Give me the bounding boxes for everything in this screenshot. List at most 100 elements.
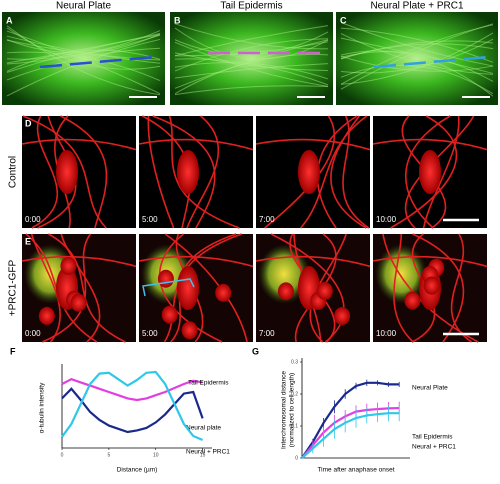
micrograph (22, 116, 136, 228)
cell-outline (372, 255, 488, 268)
cell-outline (390, 115, 458, 229)
fiber (174, 85, 329, 96)
y-axis-label: (normalized to cell length) (289, 373, 296, 447)
fiber (6, 25, 161, 96)
fiber (174, 25, 329, 57)
cell-outline (412, 233, 465, 343)
distance-marker (142, 278, 195, 297)
fiber (340, 32, 494, 85)
cell-outline (21, 138, 137, 151)
cell-outline (42, 233, 91, 343)
cell-outline (330, 115, 367, 229)
chromosomes (177, 150, 199, 194)
cell-outline (168, 115, 240, 229)
nucleus (423, 276, 440, 295)
cell-outline (152, 115, 216, 229)
fiber (340, 43, 494, 60)
row-label: Control (8, 156, 19, 188)
fiber (174, 39, 329, 89)
cell-outline (300, 115, 368, 229)
timestamp: 7:00 (259, 329, 275, 338)
series-line (61, 387, 204, 434)
x-tick-label: 5 (107, 452, 110, 458)
fiber (340, 27, 494, 63)
series-line (61, 378, 203, 402)
timestamp: 10:00 (376, 215, 397, 224)
timestamp: 0:00 (25, 329, 41, 338)
y-axis-label: α-tubulin intensity (39, 382, 46, 433)
chromosomes (177, 266, 199, 310)
cell-outline (147, 115, 175, 229)
spindle-marker (39, 55, 156, 69)
fiber (340, 50, 494, 97)
nucleus (70, 293, 87, 312)
legend-label: Neural plate (186, 425, 221, 432)
fiber (340, 24, 494, 85)
timestamp: 10:00 (376, 329, 397, 338)
fiber (6, 33, 161, 64)
legend-label: Neural + PRC1 (186, 449, 230, 456)
panel-letter: C (340, 15, 347, 25)
fiber (340, 55, 494, 72)
timestamp: 0:00 (25, 215, 41, 224)
cell-outline (158, 233, 223, 343)
nucleus (157, 269, 174, 288)
fiber (174, 53, 329, 95)
fiber (6, 47, 161, 81)
x-tick-label: 0 (61, 452, 64, 458)
fiber (340, 38, 494, 74)
series-line (301, 412, 400, 459)
cell-outline (422, 115, 460, 229)
timestamp: 7:00 (259, 215, 275, 224)
legend-label: Tail Epidermis (412, 434, 453, 441)
fiber (174, 63, 329, 79)
timestamp: 5:00 (142, 215, 158, 224)
cell-outline (264, 115, 335, 229)
fiber (174, 38, 329, 72)
nucleus (181, 321, 198, 340)
fiber (6, 35, 161, 64)
nucleus (38, 306, 55, 325)
cell-outline (48, 233, 126, 343)
fiber (174, 58, 329, 86)
cell-outline (404, 115, 451, 229)
cell-outline (255, 255, 371, 268)
fiber (174, 52, 329, 72)
panel-title: Neural Plate (56, 1, 111, 12)
cell-outline (21, 255, 137, 268)
cell-outline (393, 233, 414, 343)
chromosomes (298, 150, 320, 194)
y-tick-label: 0.3 (291, 359, 298, 365)
panel-letter: E (25, 236, 31, 246)
nucleus (60, 256, 77, 275)
nucleus (404, 291, 421, 310)
cell-outline (22, 115, 107, 229)
row-label: +PRC1-GFP (8, 259, 19, 316)
legend-label: Neural Plate (412, 385, 448, 392)
y-tick-label: 0.1 (291, 423, 298, 429)
panel-letter: B (174, 15, 181, 25)
nucleus (316, 281, 333, 300)
cell-outline (138, 255, 254, 268)
panel-title: Tail Epidermis (220, 1, 282, 12)
cell-outline (60, 115, 108, 229)
y-tick-label: 0 (295, 455, 298, 461)
legend-label: Tail Epidermis (188, 380, 229, 387)
series-line (61, 370, 204, 442)
fiber (6, 34, 161, 65)
nucleus (277, 282, 294, 301)
cell-outline (450, 233, 472, 343)
nucleus (161, 305, 178, 324)
spindle-marker (373, 55, 489, 69)
x-axis-label: Distance (µm) (117, 467, 158, 474)
nucleus (334, 307, 351, 326)
panel-letter: A (6, 15, 13, 25)
cell-outline (60, 233, 101, 343)
panel-letter: F (10, 346, 16, 356)
legend-label: Neural + PRC1 (412, 444, 456, 451)
timestamp: 5:00 (142, 329, 158, 338)
cell-outline (342, 115, 370, 229)
chromosomes (56, 150, 78, 194)
cell-outline (163, 233, 242, 343)
